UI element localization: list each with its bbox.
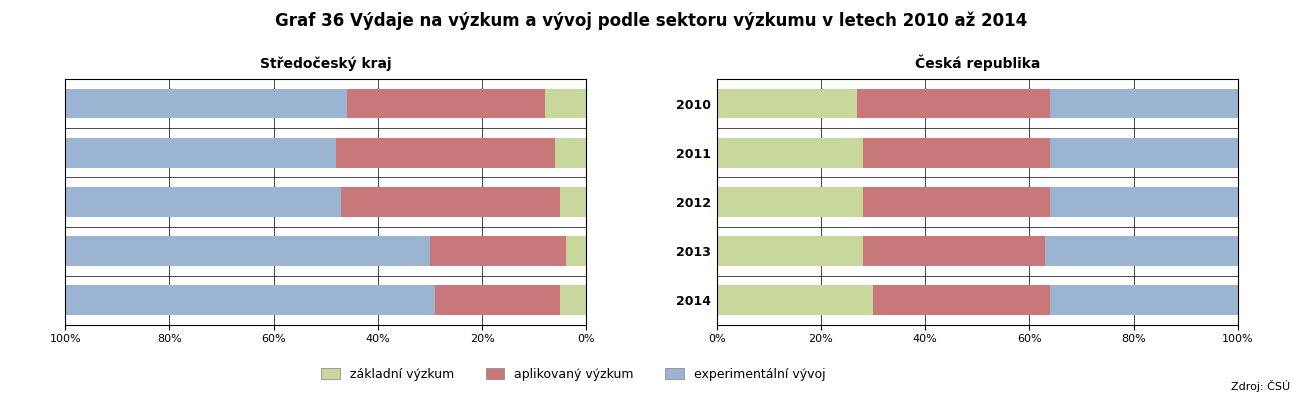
Bar	[430, 236, 566, 266]
Bar	[1050, 138, 1238, 168]
Title: Česká republika: Česká republika	[915, 55, 1040, 71]
Bar	[863, 236, 1045, 266]
Text: Graf 36 Výdaje na výzkum a vývoj podle sektoru výzkumu v letech 2010 až 2014: Graf 36 Výdaje na výzkum a vývoj podle s…	[275, 12, 1028, 30]
Bar	[717, 236, 863, 266]
Bar	[336, 138, 555, 168]
Bar	[863, 138, 1050, 168]
Bar	[873, 286, 1050, 315]
Bar	[65, 138, 336, 168]
Legend: základní výzkum, aplikovaný výzkum, experimentální vývoj: základní výzkum, aplikovaný výzkum, expe…	[317, 363, 830, 386]
Bar	[341, 187, 560, 217]
Bar	[545, 89, 586, 118]
Bar	[717, 138, 863, 168]
Bar	[435, 286, 560, 315]
Bar	[717, 187, 863, 217]
Bar	[1045, 236, 1238, 266]
Bar	[555, 138, 586, 168]
Bar	[560, 187, 586, 217]
Bar	[863, 187, 1050, 217]
Bar	[65, 89, 347, 118]
Text: Zdroj: ČSÚ: Zdroj: ČSÚ	[1231, 380, 1290, 392]
Bar	[560, 286, 586, 315]
Bar	[347, 89, 545, 118]
Bar	[65, 236, 430, 266]
Bar	[566, 236, 586, 266]
Title: Středočeský kraj: Středočeský kraj	[259, 57, 392, 71]
Bar	[717, 89, 857, 118]
Bar	[857, 89, 1050, 118]
Bar	[1050, 89, 1238, 118]
Bar	[65, 187, 341, 217]
Bar	[717, 286, 873, 315]
Bar	[65, 286, 435, 315]
Bar	[1050, 286, 1238, 315]
Bar	[1050, 187, 1238, 217]
